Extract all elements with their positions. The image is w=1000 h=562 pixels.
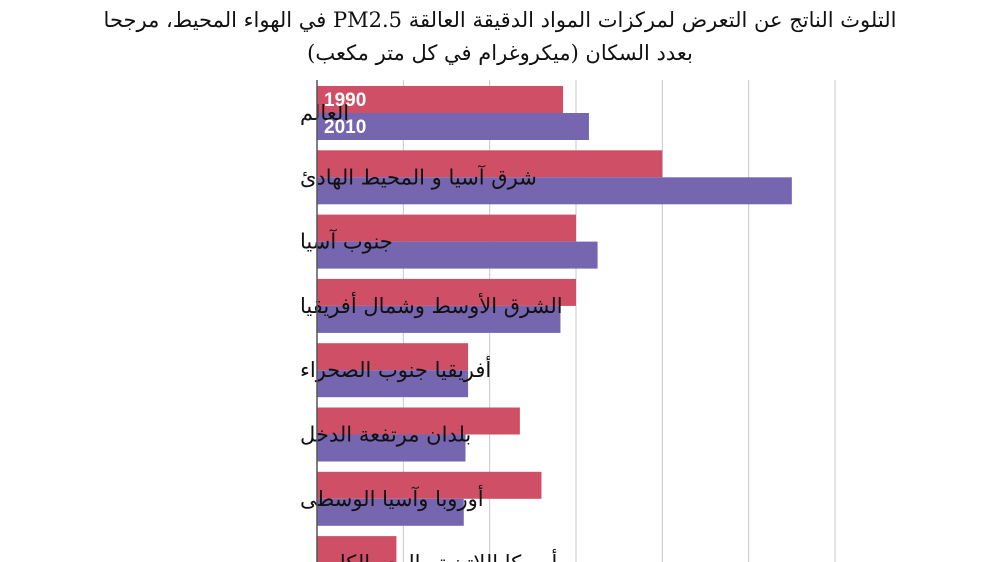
chart-title-line-1: التلوث الناتج عن التعرض لمركزات المواد ا… [103, 8, 897, 32]
bar-2010-5 [317, 370, 469, 398]
bar-1990-1 [317, 86, 564, 113]
bar-1990-3 [317, 214, 576, 242]
bar-1990-5 [317, 343, 469, 371]
bar-1990-4 [317, 278, 576, 306]
bar-2010-3 [317, 241, 598, 269]
bar-2010-1 [317, 113, 589, 140]
legend-label-2010: 2010 [324, 117, 366, 138]
category-label: أوروبا وآسيا الوسطى [300, 484, 484, 512]
category-label: جنوب آسيا [300, 228, 393, 255]
category-label: أفريقيا جنوب الصحراء [300, 355, 491, 383]
category-label: الشرق الأوسط وشمال أفريقيا [300, 291, 563, 319]
category-label: بلدان مرتفعة الدخل [300, 423, 471, 448]
bar-1990-8 [317, 536, 397, 562]
legend-label-1990: 1990 [324, 90, 366, 111]
bar-2010-2 [317, 177, 792, 205]
bar-2010-6 [317, 434, 466, 462]
bar-1990-2 [317, 150, 663, 178]
bar-2010-4 [317, 305, 561, 333]
bar-1990-7 [317, 471, 542, 499]
bar-1990-6 [317, 407, 520, 435]
category-label: شرق آسيا و المحيط الهادئ [300, 163, 537, 190]
chart-title-line-2: بعدد السكان (ميكروغرام في كل متر مكعب) [307, 41, 693, 65]
category-label: أمريكا اللاتينية والبحر الكاريبي [300, 548, 557, 562]
category-label: العالم [300, 101, 349, 126]
bar-2010-7 [317, 498, 464, 526]
